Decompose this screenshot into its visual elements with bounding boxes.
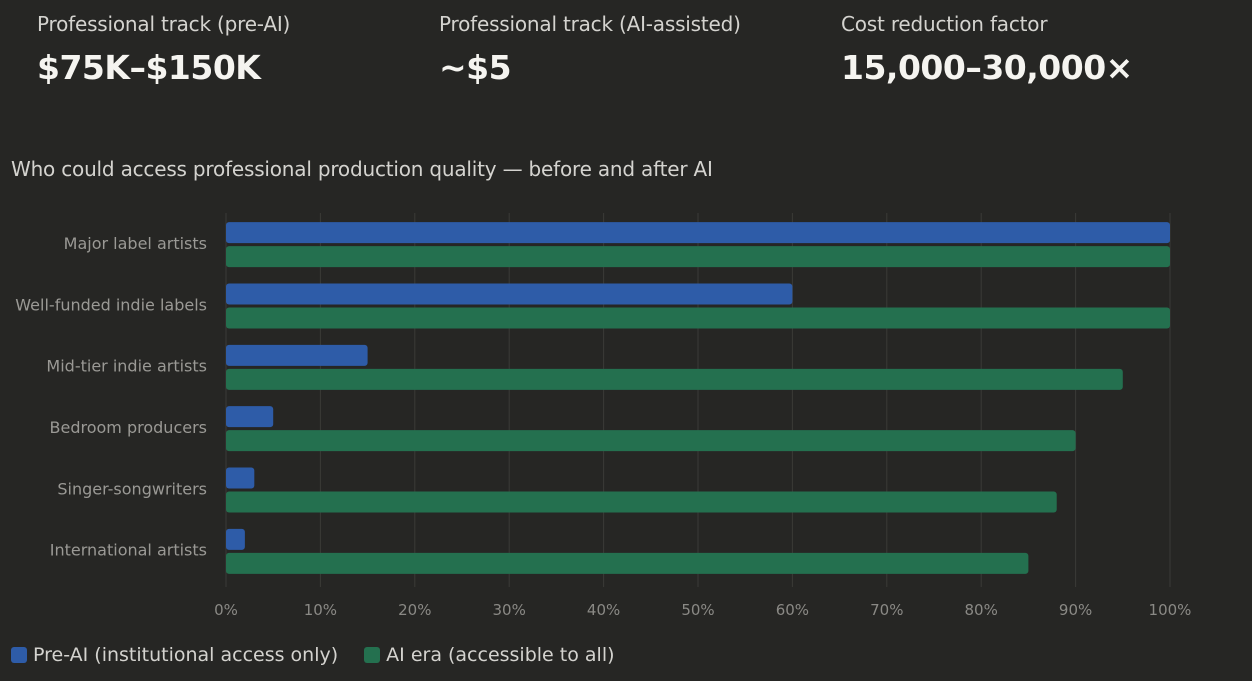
bar-pre-ai: [226, 467, 255, 489]
legend-item-ai-era[interactable]: AI era (accessible to all): [364, 644, 615, 666]
category-label: Singer-songwriters: [57, 479, 207, 498]
bar-ai-era: [226, 430, 1076, 452]
legend-swatch-pre-ai: [11, 647, 27, 663]
bar-ai-era: [226, 491, 1057, 513]
chart-title: Who could access professional production…: [11, 157, 713, 181]
x-tick-label: 0%: [214, 601, 238, 619]
bar-ai-era: [226, 246, 1170, 268]
stat-label: Cost reduction factor: [841, 12, 1048, 36]
x-tick-label: 70%: [870, 601, 903, 619]
category-label: Bedroom producers: [50, 418, 207, 437]
bar-ai-era: [226, 307, 1170, 329]
x-tick-label: 20%: [398, 601, 431, 619]
x-tick-label: 50%: [681, 601, 714, 619]
x-tick-label: 90%: [1059, 601, 1092, 619]
stat-ai-assisted: Professional track (AI-assisted) ~$5: [439, 12, 741, 87]
x-tick-label: 80%: [965, 601, 998, 619]
bar-ai-era: [226, 552, 1029, 574]
legend-item-pre-ai[interactable]: Pre-AI (institutional access only): [11, 644, 338, 666]
bar-pre-ai: [226, 222, 1170, 244]
stat-label: Professional track (pre-AI): [37, 12, 291, 36]
stat-label: Professional track (AI-assisted): [439, 12, 741, 36]
stat-cost-reduction: Cost reduction factor 15,000–30,000×: [841, 12, 1133, 87]
category-label: Well-funded indie labels: [15, 295, 207, 314]
bar-pre-ai: [226, 344, 368, 366]
stat-value: ~$5: [439, 48, 512, 87]
x-tick-label: 40%: [587, 601, 620, 619]
stat-value: 15,000–30,000×: [841, 48, 1133, 87]
x-tick-label: 100%: [1149, 601, 1192, 619]
legend-swatch-ai-era: [364, 647, 381, 663]
legend-label-pre-ai: Pre-AI (institutional access only): [33, 644, 339, 666]
chart-legend: Pre-AI (institutional access only) AI er…: [11, 644, 615, 666]
bar-pre-ai: [226, 283, 793, 305]
x-tick-label: 30%: [493, 601, 526, 619]
legend-label-ai-era: AI era (accessible to all): [386, 644, 615, 666]
stat-pre-ai: Professional track (pre-AI) $75K–$150K: [37, 12, 290, 87]
category-label: Mid-tier indie artists: [46, 357, 207, 376]
x-tick-label: 10%: [304, 601, 337, 619]
x-tick-label: 60%: [776, 601, 809, 619]
bar-ai-era: [226, 368, 1123, 390]
bar-pre-ai: [226, 406, 274, 428]
category-label: Major label artists: [64, 234, 207, 253]
stat-value: $75K–$150K: [37, 48, 261, 87]
bar-pre-ai: [226, 528, 245, 550]
category-label: International artists: [50, 541, 207, 560]
